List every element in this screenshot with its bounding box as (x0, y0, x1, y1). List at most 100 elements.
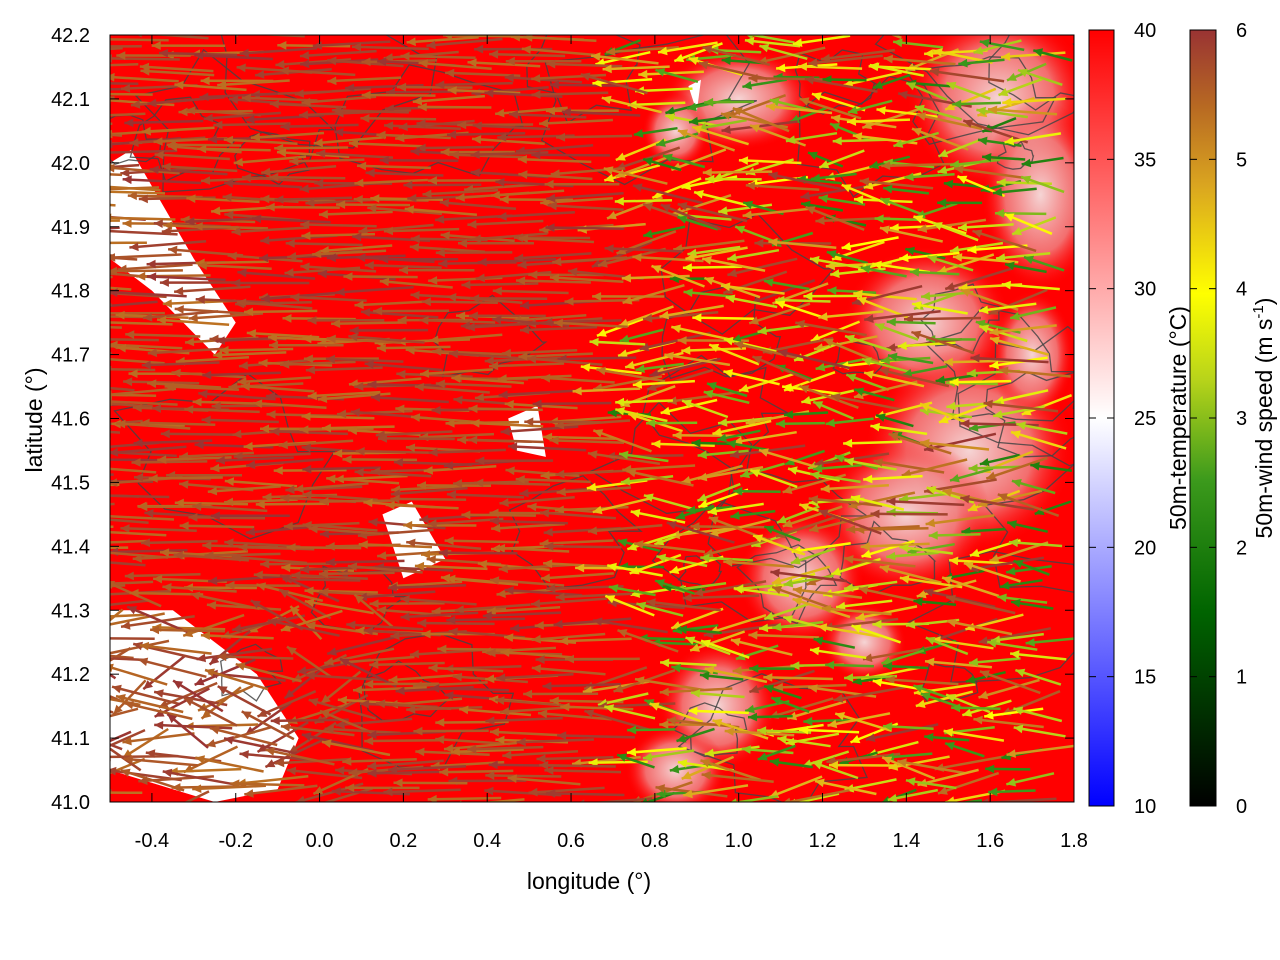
wind-vector (202, 371, 281, 377)
wind-vector-head (500, 427, 510, 436)
wind-vector-head (733, 436, 743, 446)
wind-vector-head (777, 515, 787, 524)
wind-vector (931, 638, 994, 650)
wind-vector-head (92, 491, 101, 500)
wind-vector-head (844, 555, 854, 564)
wind-vector-head (771, 696, 782, 705)
wind-vector-head (883, 54, 893, 64)
colorbar-tick-label: 40 (1134, 20, 1156, 42)
wind-vector-head (677, 336, 687, 345)
wind-vector-head (946, 401, 956, 411)
wind-vector (370, 197, 444, 202)
wind-vector (660, 661, 717, 667)
wind-vector-head (727, 253, 737, 262)
wind-vector-head (504, 586, 514, 595)
y-tick-label: 41.4 (51, 536, 90, 558)
wind-vector (941, 576, 1000, 598)
wind-vector-head (870, 509, 880, 519)
wind-vector-head (403, 520, 413, 530)
wind-vector-head (607, 562, 617, 572)
wind-vector (883, 57, 956, 66)
wind-vector (820, 484, 889, 491)
wind-vector (504, 75, 582, 84)
wind-vector-head (110, 340, 118, 350)
wind-vector (497, 210, 575, 219)
wind-vector (110, 185, 161, 192)
wind-vector-head (899, 253, 909, 263)
wind-vector-head (431, 405, 441, 415)
wind-vector-head (340, 658, 350, 667)
wind-vector-head (123, 377, 133, 387)
wind-vector-head (167, 714, 178, 724)
wind-vector (201, 418, 279, 424)
wind-vector-head (324, 724, 334, 734)
wind-vector-head (739, 384, 749, 393)
wind-vector-head (426, 555, 436, 564)
wind-vector (777, 736, 831, 748)
wind-vector-head (485, 771, 495, 780)
wind-vector (110, 791, 143, 795)
wind-vector-head (129, 242, 139, 252)
wind-vector (540, 572, 614, 580)
wind-vector (110, 754, 179, 759)
wind-vector (115, 694, 184, 714)
wind-vector-head (43, 197, 52, 206)
wind-vector-head (217, 686, 228, 695)
wind-vector-head (700, 758, 711, 768)
wind-vector-head (546, 584, 556, 593)
wind-vector (517, 157, 592, 164)
wind-vector-head (757, 752, 768, 761)
wind-vector-head (282, 314, 292, 323)
wind-vector (302, 523, 378, 532)
wind-vector-head (945, 796, 955, 802)
wind-vector-head (196, 653, 206, 663)
wind-vector (544, 544, 622, 549)
wind-vector (537, 711, 612, 721)
wind-vector (937, 253, 995, 274)
wind-vector-head (444, 536, 454, 546)
wind-vector-head (997, 593, 1007, 603)
wind-vector-head (636, 601, 647, 611)
wind-vector-head (1006, 566, 1016, 576)
wind-vector-head (153, 219, 163, 228)
wind-vector-head (499, 498, 509, 507)
wind-vector-head (260, 236, 270, 245)
wind-vector-head (178, 107, 188, 117)
wind-vector-head (354, 468, 364, 477)
wind-vector (423, 464, 497, 473)
wind-vector-head (928, 531, 938, 540)
wind-vector-head (997, 493, 1008, 502)
wind-vector-head (554, 505, 565, 515)
wind-vector (523, 35, 597, 43)
wind-vector (357, 590, 436, 599)
wind-vector (233, 452, 311, 458)
wind-vector-head (882, 756, 893, 765)
wind-vector-head (124, 571, 134, 581)
wind-vector-head (153, 574, 163, 584)
wind-vector (603, 163, 661, 182)
wind-vector (730, 638, 793, 657)
wind-vector-head (671, 324, 681, 333)
wind-vector (808, 513, 876, 532)
wind-vector-head (669, 565, 680, 574)
wind-vector-head (348, 139, 359, 148)
wind-vector (343, 275, 418, 279)
wind-vector-head (505, 466, 515, 476)
wind-vector (632, 379, 695, 387)
wind-vector-head (693, 588, 704, 597)
wind-vector-head (274, 195, 284, 204)
wind-vector-head (831, 114, 841, 123)
wind-vector-head (732, 666, 742, 675)
wind-vector-head (393, 458, 403, 467)
wind-vector (149, 168, 228, 176)
wind-vector-head (937, 165, 948, 175)
wind-vector (172, 679, 224, 713)
wind-vector (300, 223, 377, 228)
wind-vector-head (477, 257, 487, 267)
wind-vector (733, 587, 790, 597)
wind-vector-head (544, 179, 554, 189)
wind-vector-head (985, 764, 995, 774)
wind-vector (587, 524, 663, 533)
wind-vector (546, 791, 625, 797)
wind-vector (377, 437, 455, 441)
